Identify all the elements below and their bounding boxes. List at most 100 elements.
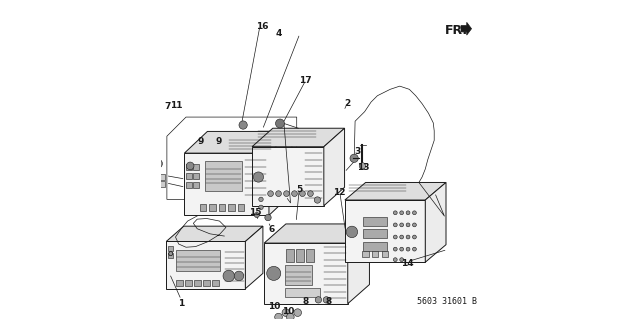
Polygon shape: [345, 200, 425, 262]
Polygon shape: [286, 249, 294, 262]
Text: 6: 6: [268, 225, 275, 234]
Polygon shape: [324, 128, 344, 206]
Polygon shape: [193, 173, 199, 179]
Circle shape: [268, 191, 273, 197]
Text: 11: 11: [170, 101, 182, 110]
Circle shape: [223, 270, 234, 282]
Circle shape: [406, 247, 410, 251]
Circle shape: [300, 191, 305, 197]
Circle shape: [186, 162, 194, 170]
Circle shape: [254, 212, 259, 218]
Circle shape: [400, 258, 404, 262]
Polygon shape: [204, 280, 210, 286]
Polygon shape: [252, 147, 324, 206]
Circle shape: [253, 172, 264, 182]
Circle shape: [234, 271, 244, 281]
Polygon shape: [364, 242, 387, 251]
Circle shape: [276, 191, 282, 197]
Text: 10: 10: [268, 302, 280, 311]
Text: 8: 8: [303, 297, 308, 306]
Text: FR.: FR.: [445, 24, 468, 37]
Polygon shape: [152, 158, 156, 164]
Circle shape: [292, 191, 298, 197]
Polygon shape: [269, 131, 292, 215]
Circle shape: [314, 197, 321, 203]
Polygon shape: [186, 182, 192, 188]
Circle shape: [154, 181, 161, 187]
Polygon shape: [205, 161, 242, 191]
Polygon shape: [195, 280, 201, 286]
Circle shape: [239, 121, 247, 129]
Circle shape: [413, 211, 417, 215]
Circle shape: [282, 309, 290, 316]
Circle shape: [169, 252, 173, 256]
Text: 13: 13: [358, 163, 370, 172]
Polygon shape: [425, 182, 446, 262]
Circle shape: [406, 223, 410, 227]
Text: 3: 3: [355, 147, 361, 156]
Circle shape: [154, 159, 163, 168]
Text: 17: 17: [300, 76, 312, 85]
Circle shape: [169, 252, 173, 256]
Polygon shape: [186, 173, 192, 179]
Polygon shape: [252, 128, 344, 147]
Circle shape: [316, 297, 321, 303]
Polygon shape: [296, 249, 304, 262]
Circle shape: [394, 235, 397, 239]
Circle shape: [394, 258, 397, 262]
Circle shape: [169, 252, 173, 256]
Polygon shape: [307, 249, 314, 262]
Text: 9: 9: [198, 137, 204, 146]
Polygon shape: [159, 174, 165, 180]
Text: 4: 4: [275, 29, 282, 38]
Circle shape: [400, 223, 404, 227]
Polygon shape: [176, 250, 220, 271]
Circle shape: [413, 247, 417, 251]
Polygon shape: [186, 164, 192, 170]
Circle shape: [350, 154, 358, 162]
Circle shape: [400, 211, 404, 215]
Circle shape: [323, 297, 330, 303]
Text: 10: 10: [282, 307, 294, 315]
Polygon shape: [348, 224, 369, 304]
Circle shape: [413, 235, 417, 239]
Text: 14: 14: [401, 259, 414, 268]
Polygon shape: [364, 229, 387, 238]
Polygon shape: [372, 251, 378, 257]
Polygon shape: [168, 246, 173, 251]
Polygon shape: [245, 226, 263, 289]
Polygon shape: [381, 251, 388, 257]
Text: 7: 7: [164, 102, 171, 111]
Polygon shape: [285, 265, 312, 285]
Circle shape: [346, 226, 358, 238]
Polygon shape: [184, 153, 269, 215]
Polygon shape: [212, 280, 218, 286]
Text: 16: 16: [256, 22, 268, 31]
Polygon shape: [264, 243, 348, 304]
Circle shape: [267, 266, 281, 280]
Circle shape: [284, 191, 289, 197]
Circle shape: [406, 211, 410, 215]
Polygon shape: [166, 241, 245, 289]
Circle shape: [259, 197, 263, 202]
Polygon shape: [364, 217, 387, 226]
Text: 5603 31601 B: 5603 31601 B: [417, 297, 477, 306]
Text: 1: 1: [178, 299, 184, 308]
Polygon shape: [166, 226, 263, 241]
Circle shape: [259, 205, 263, 210]
Polygon shape: [345, 182, 446, 200]
Circle shape: [287, 313, 294, 319]
Polygon shape: [168, 253, 173, 258]
Circle shape: [400, 235, 404, 239]
Circle shape: [265, 214, 271, 221]
Circle shape: [359, 163, 365, 169]
Polygon shape: [186, 280, 192, 286]
Polygon shape: [184, 131, 292, 153]
Circle shape: [294, 309, 301, 316]
Polygon shape: [238, 204, 244, 211]
Circle shape: [154, 174, 161, 180]
Circle shape: [275, 119, 284, 128]
Circle shape: [400, 247, 404, 251]
Circle shape: [413, 223, 417, 227]
Polygon shape: [285, 288, 320, 297]
